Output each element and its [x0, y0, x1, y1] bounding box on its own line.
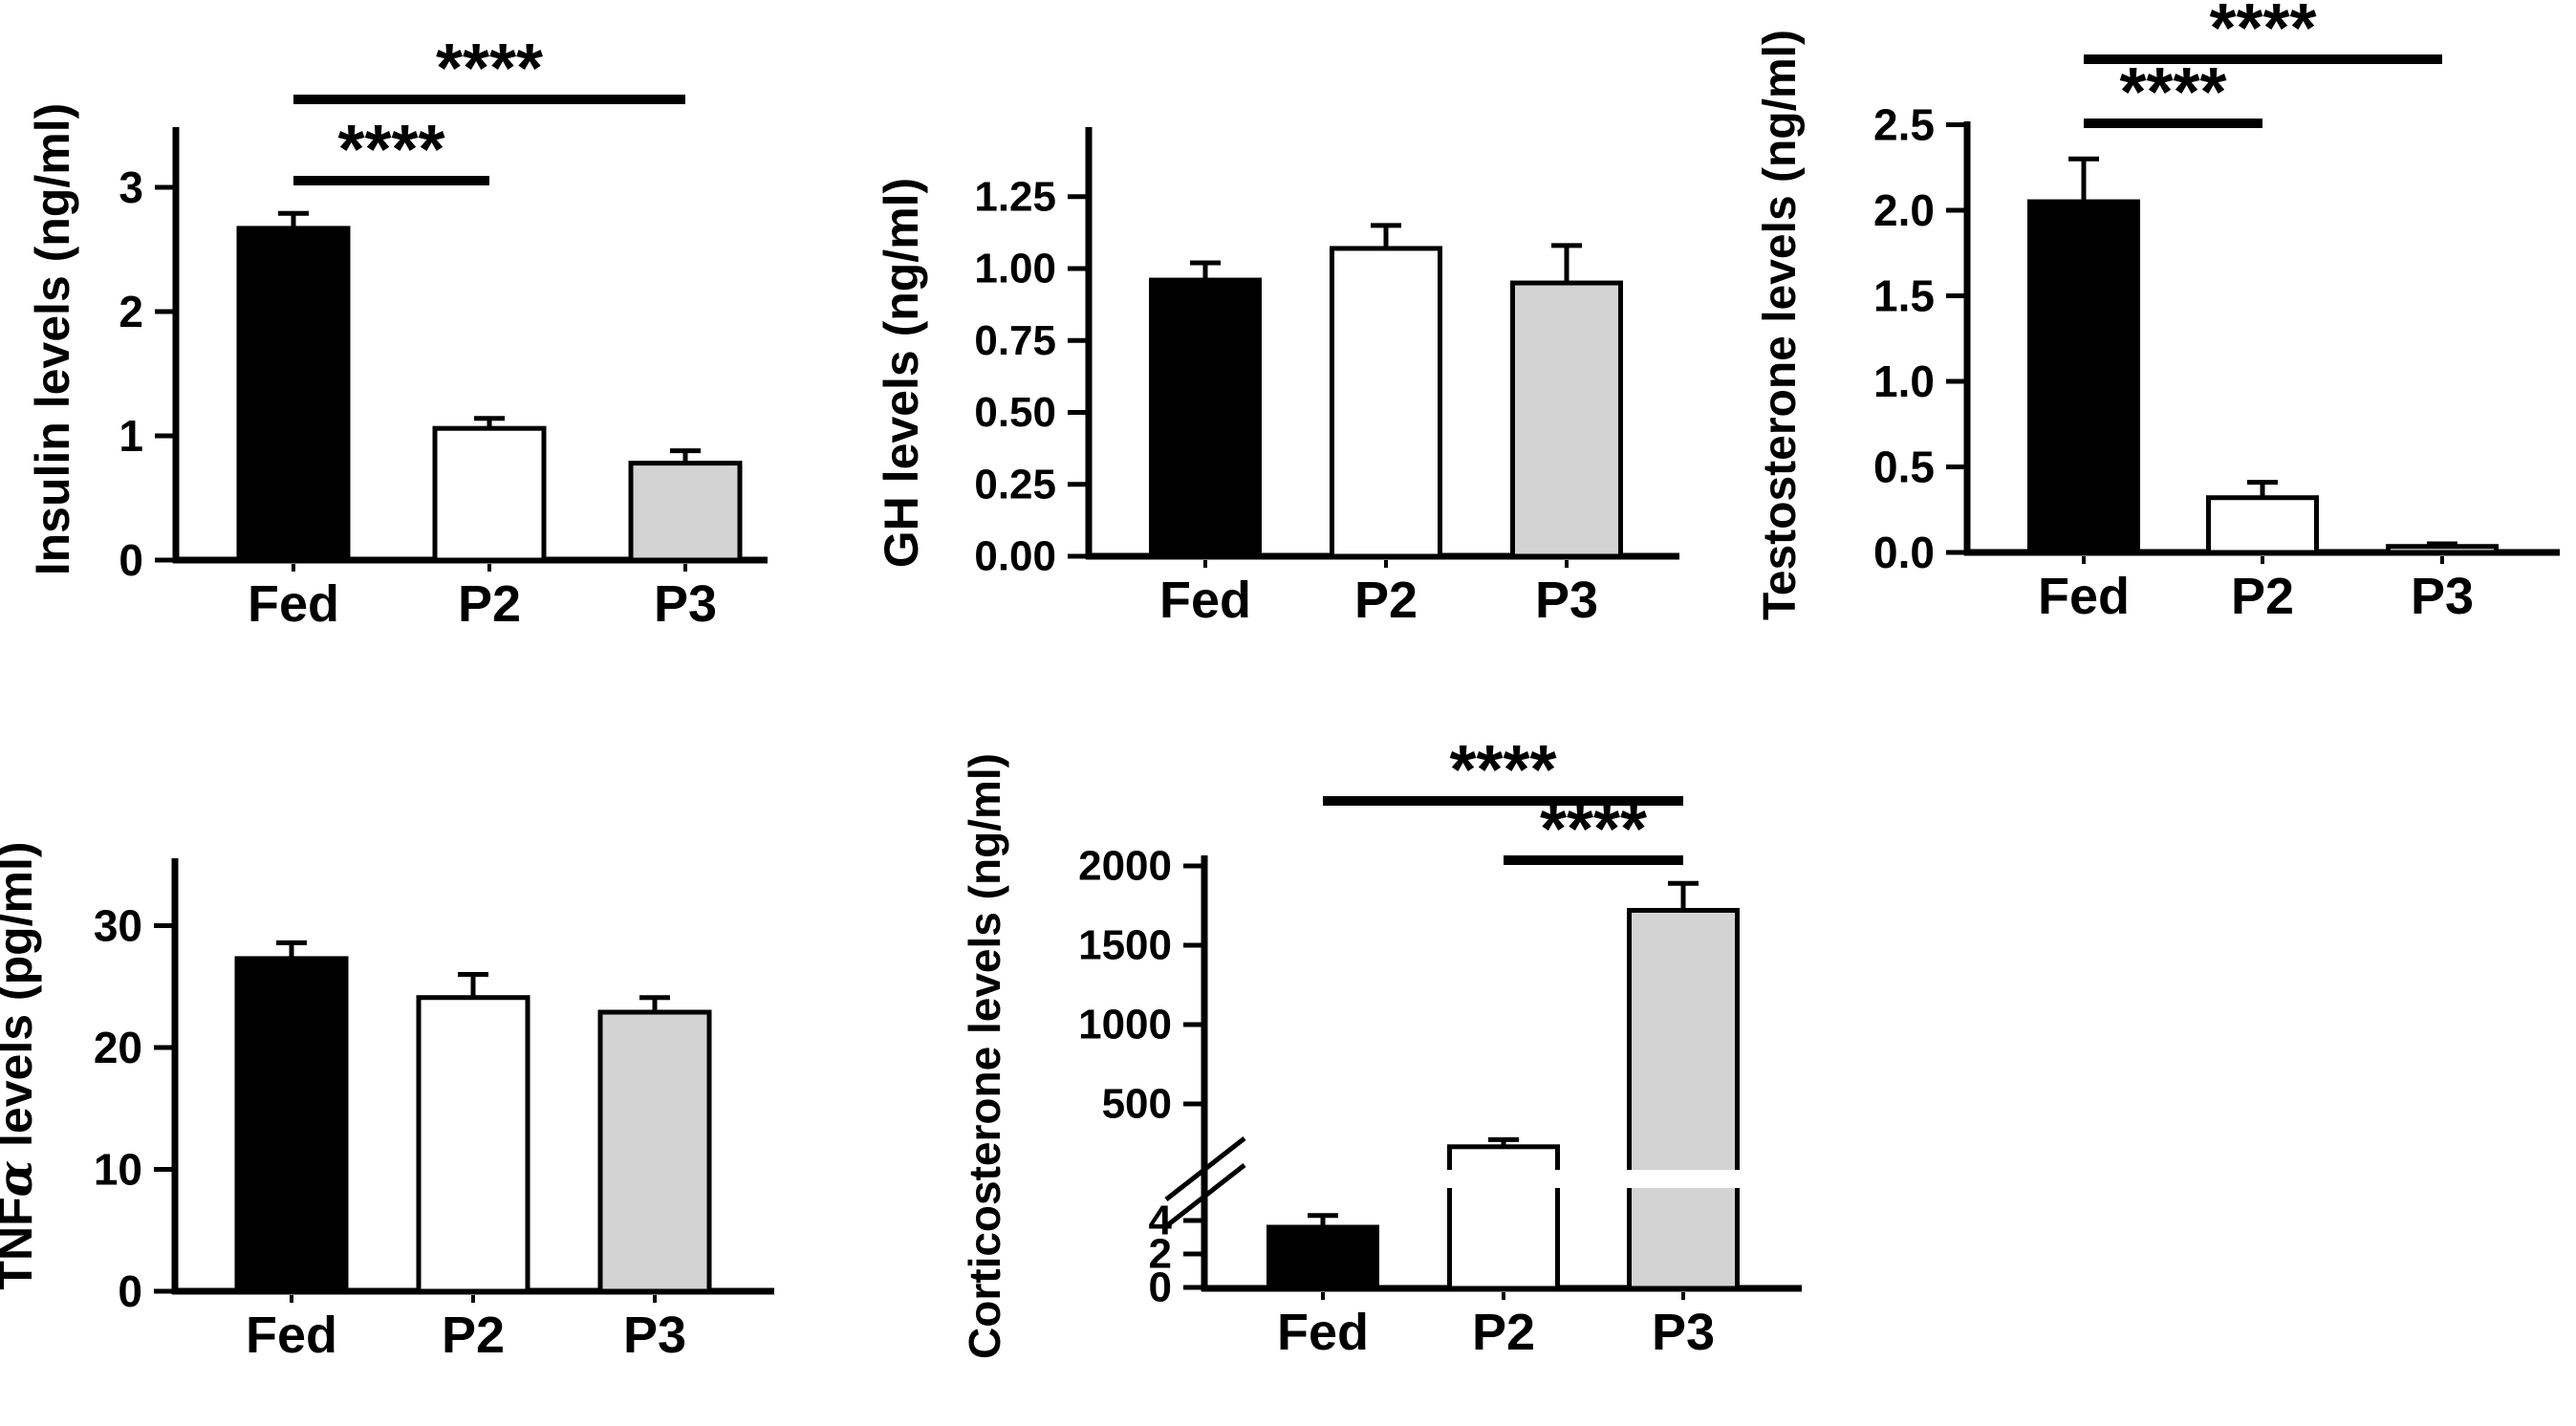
y-tick-label: 1.5 [1873, 271, 1935, 321]
bar-p3 [2386, 544, 2499, 555]
bar-p3 [1627, 907, 1740, 1291]
x-category-label-p3: P3 [1535, 572, 1598, 629]
bar-p2 [416, 995, 530, 1294]
y-tick-label: 0 [118, 1266, 142, 1316]
y-tick-label: 0.00 [974, 533, 1056, 580]
x-category-label-fed: Fed [246, 1307, 337, 1364]
axis-break-slash [1164, 1136, 1246, 1201]
bar-fed [2027, 199, 2140, 555]
y-tick-label: 1000 [1078, 1002, 1172, 1048]
y-tick-label: 1.00 [974, 246, 1056, 292]
bar-fed [1149, 277, 1262, 559]
x-category-label-p2: P2 [442, 1307, 505, 1364]
x-category-label-fed: Fed [1277, 1304, 1369, 1361]
greek-alpha-glyph: α [0, 1160, 43, 1197]
axis-break-slash [1164, 1163, 1246, 1228]
significance-stars: **** [2119, 54, 2226, 131]
x-category-label-p3: P3 [1652, 1304, 1715, 1361]
bar-p2 [1447, 1144, 1560, 1291]
y-tick-label: 30 [94, 901, 142, 951]
bar-fed [234, 956, 349, 1294]
bar-p2 [1330, 246, 1442, 559]
x-category-label-p3: P3 [2411, 568, 2474, 625]
y-tick-label: 2000 [1078, 843, 1172, 890]
bar-p3 [1510, 280, 1623, 559]
y-tick-label: 2.5 [1873, 100, 1935, 150]
bar-p2 [2206, 495, 2319, 555]
significance-stars: **** [337, 112, 444, 188]
y-tick-label: 500 [1102, 1081, 1172, 1128]
y-axis-label: Testosterone levels (ng/ml) [1755, 30, 1806, 620]
x-category-label-fed: Fed [248, 575, 339, 633]
chart-gh: 0.00 0.25 0.50 0.75 1.00 1.25 Fed P2 P3 GH levels… [875, 127, 1679, 629]
y-tick-label: 0.25 [974, 461, 1056, 508]
y-tick-label: 3 [119, 162, 143, 212]
x-category-label-p3: P3 [654, 575, 717, 633]
x-category-label-p2: P2 [458, 575, 521, 633]
y-tick-label: 0.0 [1873, 528, 1935, 577]
y-tick-label: 2 [1149, 1231, 1172, 1278]
y-tick-label: 1 [119, 411, 143, 461]
chart-tnf-alpha: 0 10 20 30 Fed P2 P3 TNFα levels (pg/ml) [0, 841, 774, 1364]
y-tick-label: 4 [1149, 1198, 1173, 1244]
bar-p3 [628, 461, 743, 563]
y-axis-label: TNFα levels (pg/ml) [0, 841, 43, 1289]
significance-stars: **** [1540, 791, 1647, 868]
bar-p3 [597, 1009, 712, 1294]
significance-stars: **** [1449, 732, 1556, 809]
x-category-label-p2: P2 [1354, 572, 1418, 629]
x-category-label-fed: Fed [1159, 572, 1251, 629]
x-category-label-fed: Fed [2038, 568, 2130, 625]
bar-p2 [432, 425, 547, 563]
chart-testosterone: 0.0 0.5 1.0 1.5 2.0 2.5 Fed P2 P3 ******** Testost… [1755, 0, 2560, 625]
y-tick-label: 0 [1149, 1264, 1172, 1311]
y-tick-label: 1.25 [974, 173, 1056, 220]
y-axis-label: Corticosterone levels (ng/ml) [960, 753, 1009, 1359]
x-category-label-p3: P3 [623, 1307, 686, 1364]
y-tick-label: 2.0 [1873, 185, 1935, 235]
y-tick-label: 1.0 [1873, 356, 1935, 406]
chart-corticosterone: 024 500 1000 1500 2000 Fed P2 P3 ******** Cortico… [960, 732, 1802, 1361]
bar-fed [1266, 1224, 1379, 1291]
y-tick-label: 0.50 [974, 389, 1056, 436]
significance-stars: **** [436, 31, 543, 107]
x-category-label-p2: P2 [2231, 568, 2294, 625]
y-tick-label: 20 [94, 1023, 142, 1072]
x-category-label-p2: P2 [1472, 1304, 1535, 1361]
y-tick-label: 0.5 [1873, 443, 1935, 492]
y-tick-label: 0 [119, 535, 143, 585]
y-axis-label: GH levels (ng/ml) [875, 178, 928, 568]
axis-break-band [1212, 1170, 1797, 1188]
y-tick-label: 10 [94, 1145, 142, 1195]
y-tick-label: 0.75 [974, 317, 1056, 364]
y-axis-label: Insulin levels (ng/ml) [26, 103, 79, 576]
significance-stars: **** [2209, 0, 2316, 67]
y-tick-label: 1500 [1078, 922, 1172, 969]
chart-insulin: 0 1 2 3 Fed P2 P3 ******** Insulin levels (ng/ml… [26, 31, 768, 633]
y-tick-label: 2 [119, 287, 143, 336]
bar-fed [236, 226, 351, 563]
